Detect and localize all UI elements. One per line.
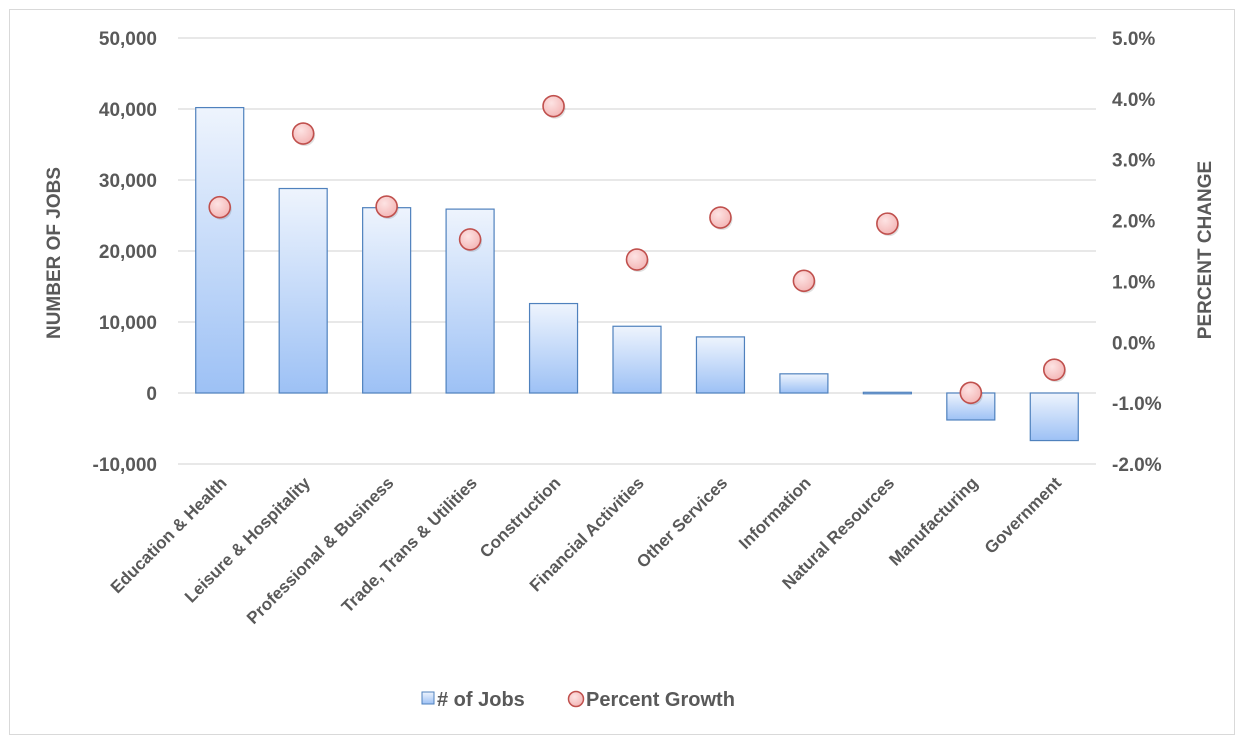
bar bbox=[695, 336, 746, 394]
y2-tick-label: 1.0% bbox=[1112, 272, 1155, 293]
y2-tick-label: -1.0% bbox=[1112, 394, 1162, 415]
y-tick-label: 40,000 bbox=[99, 100, 157, 121]
scatter-point bbox=[375, 195, 398, 218]
y2-tick-label: 2.0% bbox=[1112, 212, 1155, 233]
y2-tick-label: 0.0% bbox=[1112, 333, 1155, 354]
y-axis-title: NUMBER OF JOBS bbox=[44, 167, 65, 339]
x-tick-label: Construction bbox=[476, 473, 564, 561]
x-tick-label: Trade, Trans & Utilities bbox=[338, 473, 481, 616]
legend-dot-label: Percent Growth bbox=[586, 689, 735, 711]
scatter-point bbox=[542, 94, 565, 118]
legend-dot-swatch bbox=[567, 690, 585, 708]
y-tick-label: 20,000 bbox=[99, 242, 157, 263]
y-tick-label: -10,000 bbox=[93, 455, 157, 476]
bar bbox=[612, 325, 662, 394]
legend-bar-swatch bbox=[421, 691, 435, 705]
y-tick-label: 0 bbox=[146, 384, 157, 405]
bar bbox=[862, 391, 912, 395]
legend: # of Jobs Percent Growth bbox=[421, 689, 735, 711]
x-tick-label: Government bbox=[981, 473, 1065, 557]
bar-series bbox=[195, 106, 1079, 442]
scatter-point bbox=[625, 248, 649, 271]
y2-tick-label: 5.0% bbox=[1112, 29, 1155, 50]
bar bbox=[362, 207, 412, 394]
scatter-point bbox=[1042, 358, 1066, 381]
scatter-point bbox=[291, 122, 315, 145]
bar bbox=[1029, 392, 1079, 442]
x-tick-label: Information bbox=[735, 473, 815, 553]
x-tick-label: Manufacturing bbox=[885, 473, 981, 569]
scatter-series bbox=[208, 94, 1067, 406]
bar bbox=[528, 302, 579, 394]
y2-tick-label: -2.0% bbox=[1112, 455, 1162, 476]
scatter-point bbox=[458, 228, 482, 251]
y-tick-label: 30,000 bbox=[99, 171, 157, 192]
legend-bar-label: # of Jobs bbox=[437, 689, 525, 711]
gridlines bbox=[178, 37, 1096, 465]
bar bbox=[779, 373, 829, 394]
x-tick-label: Professional & Business bbox=[243, 473, 397, 627]
y2-tick-label: 3.0% bbox=[1112, 151, 1155, 172]
y-tick-label: 50,000 bbox=[99, 29, 157, 50]
scatter-point bbox=[792, 269, 816, 293]
y-tick-label: 10,000 bbox=[99, 313, 157, 334]
scatter-point bbox=[709, 206, 732, 229]
x-tick-label: Other Services bbox=[633, 473, 731, 571]
y2-axis-title: PERCENT CHANGE bbox=[1195, 161, 1216, 339]
scatter-point bbox=[959, 381, 983, 405]
y2-tick-label: 4.0% bbox=[1112, 90, 1155, 111]
bar bbox=[278, 187, 328, 394]
scatter-point bbox=[208, 195, 232, 219]
axis-ticks: -10,000 0 10,000 20,000 30,000 40,000 50,000 -2… bbox=[93, 29, 1162, 476]
scatter-point bbox=[876, 212, 899, 235]
bar bbox=[195, 106, 245, 394]
